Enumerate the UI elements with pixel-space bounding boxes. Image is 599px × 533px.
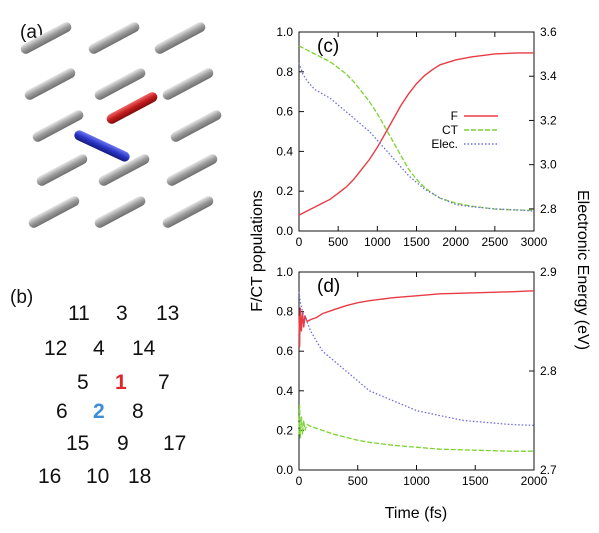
molecule-rod-gray: [98, 154, 150, 186]
site-number-6: 6: [56, 400, 68, 423]
x-tick-label: 2000: [442, 235, 469, 249]
series-line-ct: [298, 45, 534, 211]
y-right-tick-label: 2.7: [540, 463, 557, 477]
molecule-rod-gray: [32, 110, 84, 142]
site-number-3: 3: [116, 302, 128, 325]
series-line-f: [298, 290, 535, 348]
y-left-tick-label: 0.6: [276, 105, 293, 119]
site-number-7: 7: [158, 371, 170, 394]
site-number-2: 2: [93, 400, 105, 423]
x-tick-label: 2000: [521, 474, 548, 488]
site-number-4: 4: [93, 337, 105, 360]
site-number-1: 1: [115, 371, 127, 394]
x-tick-label: 1000: [403, 474, 430, 488]
y-left-tick-label: 0.8: [276, 305, 293, 319]
chart-c: 0 500 1000 1500 2000 2500 3000 0.0 0.2 0.4 0.6 0.8 1…: [276, 25, 557, 249]
chart-d: 0 500 1000 1500 2000 0.0 0.2 0.4 0.6 0.8 1.0 2.7 2.8…: [276, 265, 557, 488]
x-tick-label: 1500: [462, 474, 489, 488]
molecule-rod-gray: [162, 196, 214, 228]
molecule-rods: [20, 22, 222, 228]
legend-label-f: F: [451, 109, 458, 123]
x-tick-label: 2500: [481, 235, 508, 249]
molecule-rod-gray: [28, 196, 80, 228]
y-right-tick-label: 3.6: [540, 25, 557, 39]
x-tick-label: 1500: [403, 235, 430, 249]
molecule-packing-image: [20, 22, 222, 228]
legend-label-ct: CT: [442, 123, 459, 137]
y-left-tick-label: 0.0: [276, 224, 293, 238]
x-tick-label: 0: [296, 235, 303, 249]
site-number-12: 12: [44, 337, 68, 360]
series-line-f: [298, 52, 534, 216]
x-axis-label: Time (fs): [385, 505, 448, 522]
site-number-10: 10: [86, 465, 110, 488]
molecule-rod-gray: [94, 196, 146, 228]
series-line-elec: [298, 62, 535, 212]
y-left-tick-label: 0.0: [276, 463, 293, 477]
y-right-tick-label: 2.9: [540, 265, 557, 279]
y-left-tick-label: 0.2: [276, 184, 293, 198]
molecule-rod-gray: [166, 154, 218, 186]
y-axis-label-right: Electronic Energy (eV): [574, 190, 591, 350]
panel-label: (d): [317, 276, 340, 297]
molecule-rod-1-red: [106, 92, 158, 124]
y-right-tick-label: 2.8: [540, 202, 557, 216]
site-number-17: 17: [163, 432, 187, 455]
molecule-rod-2-blue: [74, 130, 130, 162]
series-line-ct: [298, 404, 534, 452]
site-number-15: 15: [66, 432, 90, 455]
y-left-tick-label: 1.0: [276, 25, 293, 39]
molecule-rod-gray: [94, 68, 146, 100]
molecule-rod-gray: [170, 110, 222, 142]
y-axis-label-left: F/CT populations: [249, 190, 266, 312]
site-number-13: 13: [156, 302, 180, 325]
site-number-11: 11: [68, 302, 90, 325]
y-left-tick-label: 1.0: [276, 265, 293, 279]
x-tick-label: 3000: [521, 235, 548, 249]
molecule-rod-gray: [154, 22, 206, 54]
y-left-tick-label: 0.6: [276, 344, 293, 358]
site-number-8: 8: [132, 400, 144, 423]
x-tick-label: 0: [296, 474, 303, 488]
y-left-tick-label: 0.4: [276, 144, 293, 158]
x-tick-label: 500: [348, 474, 368, 488]
molecule-rod-gray: [20, 22, 72, 54]
molecule-rod-gray: [88, 22, 140, 54]
molecule-rod-gray: [24, 68, 76, 100]
site-number-5: 5: [77, 371, 89, 394]
y-left-tick-label: 0.4: [276, 384, 293, 398]
series-line-elec: [298, 291, 535, 427]
x-tick-label: 500: [328, 235, 348, 249]
y-right-tick-label: 3.0: [540, 158, 557, 172]
panel-label: (c): [317, 36, 339, 57]
y-right-tick-label: 3.4: [540, 69, 557, 83]
y-left-tick-label: 0.2: [276, 423, 293, 437]
site-number-9: 9: [117, 432, 129, 455]
molecule-rod-gray: [36, 154, 88, 186]
plot-frame: [298, 31, 535, 232]
site-number-18: 18: [128, 465, 152, 488]
site-number-14: 14: [132, 337, 156, 360]
molecule-rod-gray: [162, 68, 214, 100]
y-right-tick-label: 3.2: [540, 113, 557, 127]
legend-label-elec: Elec.: [431, 137, 458, 151]
panel-b-label: (b): [10, 287, 34, 308]
y-left-tick-label: 0.8: [276, 65, 293, 79]
site-number-16: 16: [38, 465, 62, 488]
plot-frame: [298, 271, 535, 471]
x-tick-label: 1000: [364, 235, 391, 249]
y-right-tick-label: 2.8: [540, 364, 557, 378]
